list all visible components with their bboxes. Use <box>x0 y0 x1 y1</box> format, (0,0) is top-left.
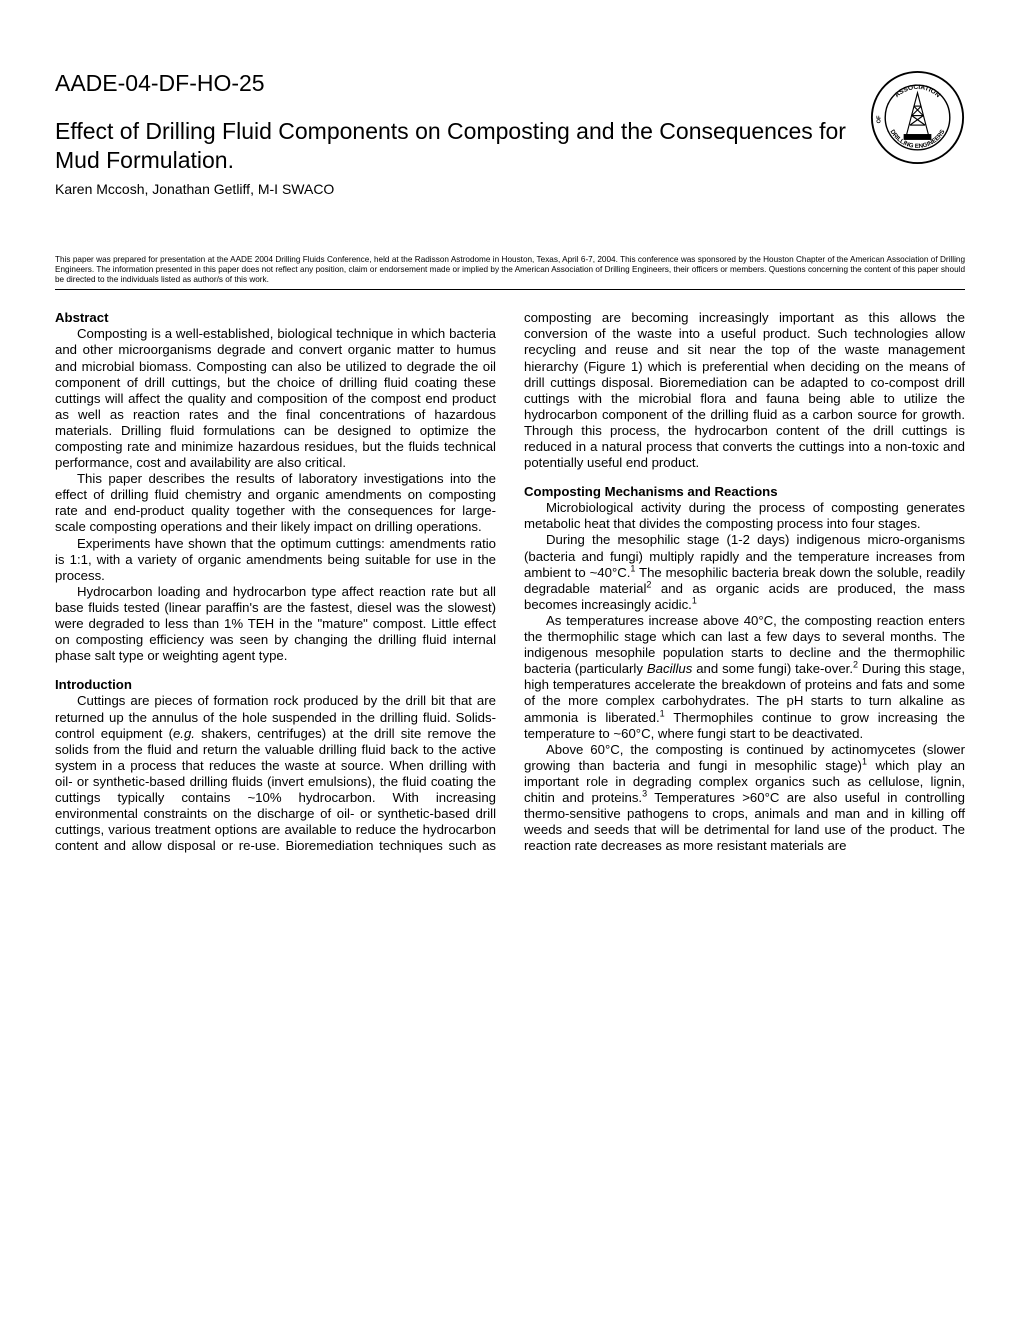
mechanisms-p2: During the mesophilic stage (1-2 days) i… <box>524 532 965 612</box>
paper-id: AADE-04-DF-HO-25 <box>55 70 852 97</box>
intro-eg: e.g. <box>173 726 195 741</box>
svg-text:OF: OF <box>876 115 882 123</box>
paper-authors: Karen Mccosh, Jonathan Getliff, M-I SWAC… <box>55 181 852 197</box>
abstract-p4: Hydrocarbon loading and hydrocarbon type… <box>55 584 496 664</box>
disclaimer-text: This paper was prepared for presentation… <box>55 255 965 286</box>
mechanisms-heading: Composting Mechanisms and Reactions <box>524 484 965 500</box>
ref-1b: 1 <box>692 595 697 605</box>
divider-line <box>55 289 965 290</box>
abstract-p2: This paper describes the results of labo… <box>55 471 496 535</box>
header-text-block: AADE-04-DF-HO-25 Effect of Drilling Flui… <box>55 70 852 197</box>
mech-bacillus: Bacillus <box>647 661 692 676</box>
body-content: Abstract Composting is a well-establishe… <box>55 310 965 854</box>
mechanisms-p1: Microbiological activity during the proc… <box>524 500 965 532</box>
mechanisms-p4: Above 60°C, the composting is continued … <box>524 742 965 855</box>
paper-header: AADE-04-DF-HO-25 Effect of Drilling Flui… <box>55 70 965 197</box>
introduction-heading: Introduction <box>55 677 496 693</box>
abstract-p3: Experiments have shown that the optimum … <box>55 536 496 584</box>
mechanisms-p3: As temperatures increase above 40°C, the… <box>524 613 965 742</box>
aade-logo: ASSOCIATION DRILLING ENGINEERS OF <box>870 70 965 165</box>
abstract-heading: Abstract <box>55 310 496 326</box>
mech-p3b: and some fungi) take-over. <box>692 661 853 676</box>
paper-title: Effect of Drilling Fluid Components on C… <box>55 117 852 175</box>
abstract-p1: Composting is a well-established, biolog… <box>55 326 496 471</box>
